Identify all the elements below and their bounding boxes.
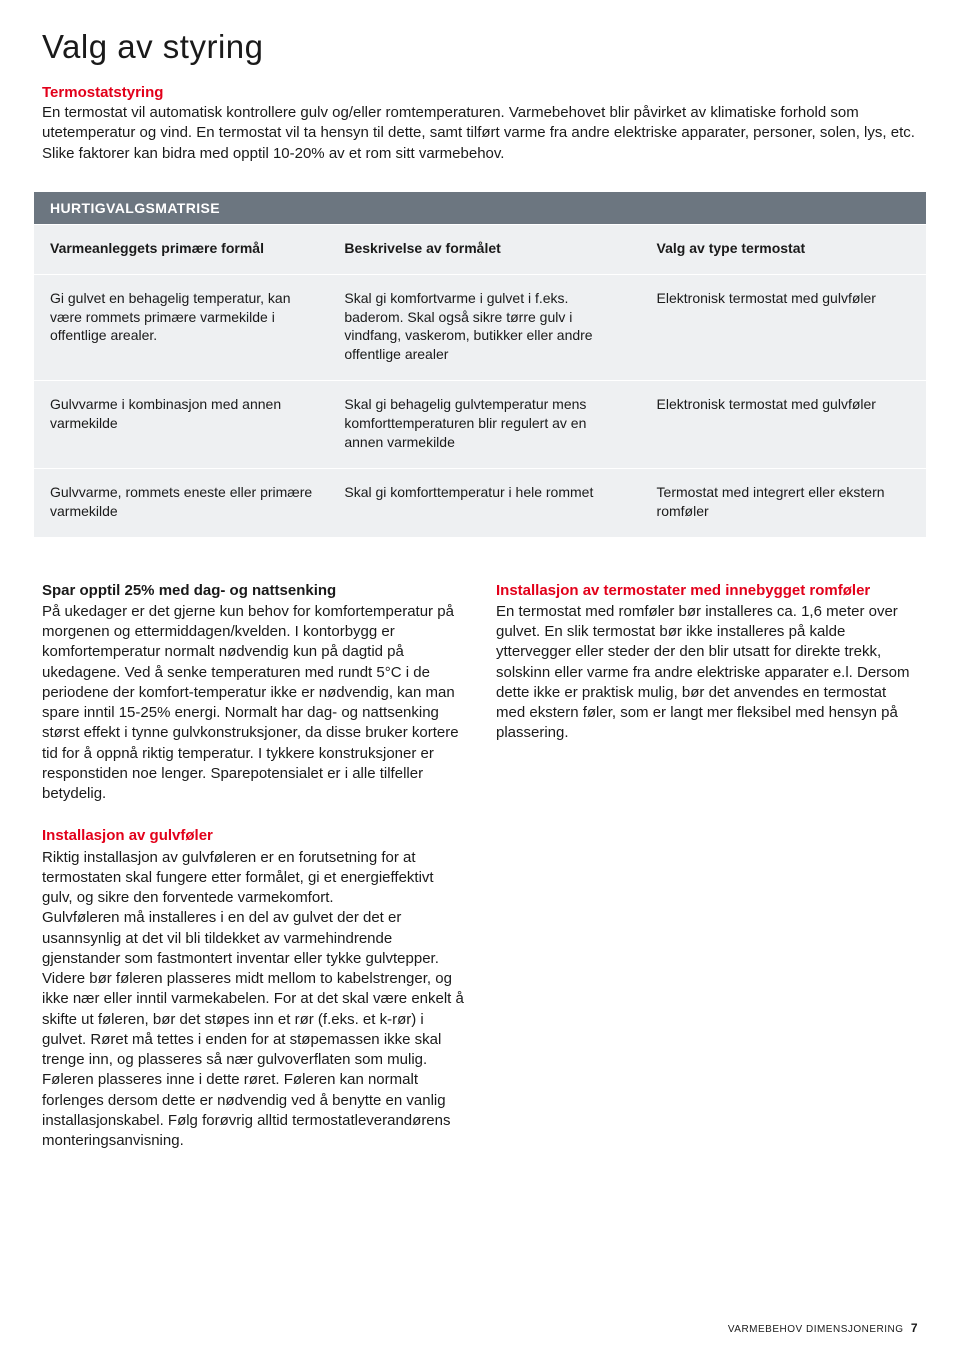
table-row: Gulvvarme i kombinasjon med annen varmek… [34,380,926,468]
section-heading: Installasjon av gulvføler [42,826,464,846]
matrix-cell: Termostat med integrert eller ekstern ro… [641,469,926,537]
matrix-title: HURTIGVALGSMATRISE [34,192,926,224]
section-spar: Spar opptil 25% med dag- og nattsenking … [42,581,464,805]
matrix-header-cell: Beskrivelse av formålet [328,225,640,274]
matrix-cell: Skal gi behagelig gulvtemperatur mens ko… [328,381,640,468]
matrix-cell: Skal gi komfortvarme i gulvet i f.eks. b… [328,275,640,381]
matrix-header-cell: Varmeanleggets primære formål [34,225,328,274]
section-body: En termostat med romføler bør installere… [496,602,918,744]
matrix-cell: Gulvvarme, rommets eneste eller primære … [34,469,328,537]
intro-block: Termostatstyring En termostat vil automa… [42,84,918,164]
footer-label: VARMEBEHOV DIMENSJONERING [728,1324,904,1335]
matrix-cell: Elektronisk termostat med gulvføler [641,381,926,468]
body-columns: Spar opptil 25% med dag- og nattsenking … [42,581,918,1174]
section-heading: Installasjon av termostater med innebygg… [496,581,918,601]
matrix-table: HURTIGVALGSMATRISE Varmeanleggets primær… [34,192,926,537]
page-footer: VARMEBEHOV DIMENSJONERING 7 [728,1321,918,1335]
matrix-cell: Gi gulvet en behagelig temperatur, kan v… [34,275,328,381]
right-column: Installasjon av termostater med innebygg… [496,581,918,1174]
section-install-gulv: Installasjon av gulvføler Riktig install… [42,826,464,1151]
table-row: Gi gulvet en behagelig temperatur, kan v… [34,274,926,381]
table-row: Gulvvarme, rommets eneste eller primære … [34,468,926,537]
section-install-rom: Installasjon av termostater med innebygg… [496,581,918,744]
section-body: Riktig installasjon av gulvføleren er en… [42,848,464,1152]
page-title: Valg av styring [42,28,918,66]
matrix-cell: Elektronisk termostat med gulvføler [641,275,926,381]
matrix-cell: Gulvvarme i kombinasjon med annen varmek… [34,381,328,468]
matrix-header-row: Varmeanleggets primære formål Beskrivels… [34,224,926,274]
matrix-header-cell: Valg av type termostat [641,225,926,274]
page-number: 7 [911,1321,918,1335]
intro-heading: Termostatstyring [42,84,918,101]
section-heading: Spar opptil 25% med dag- og nattsenking [42,581,464,601]
left-column: Spar opptil 25% med dag- og nattsenking … [42,581,464,1174]
intro-body: En termostat vil automatisk kontrollere … [42,103,918,164]
matrix-cell: Skal gi komforttemperatur i hele rommet [328,469,640,537]
section-body: På ukedager er det gjerne kun behov for … [42,602,464,805]
